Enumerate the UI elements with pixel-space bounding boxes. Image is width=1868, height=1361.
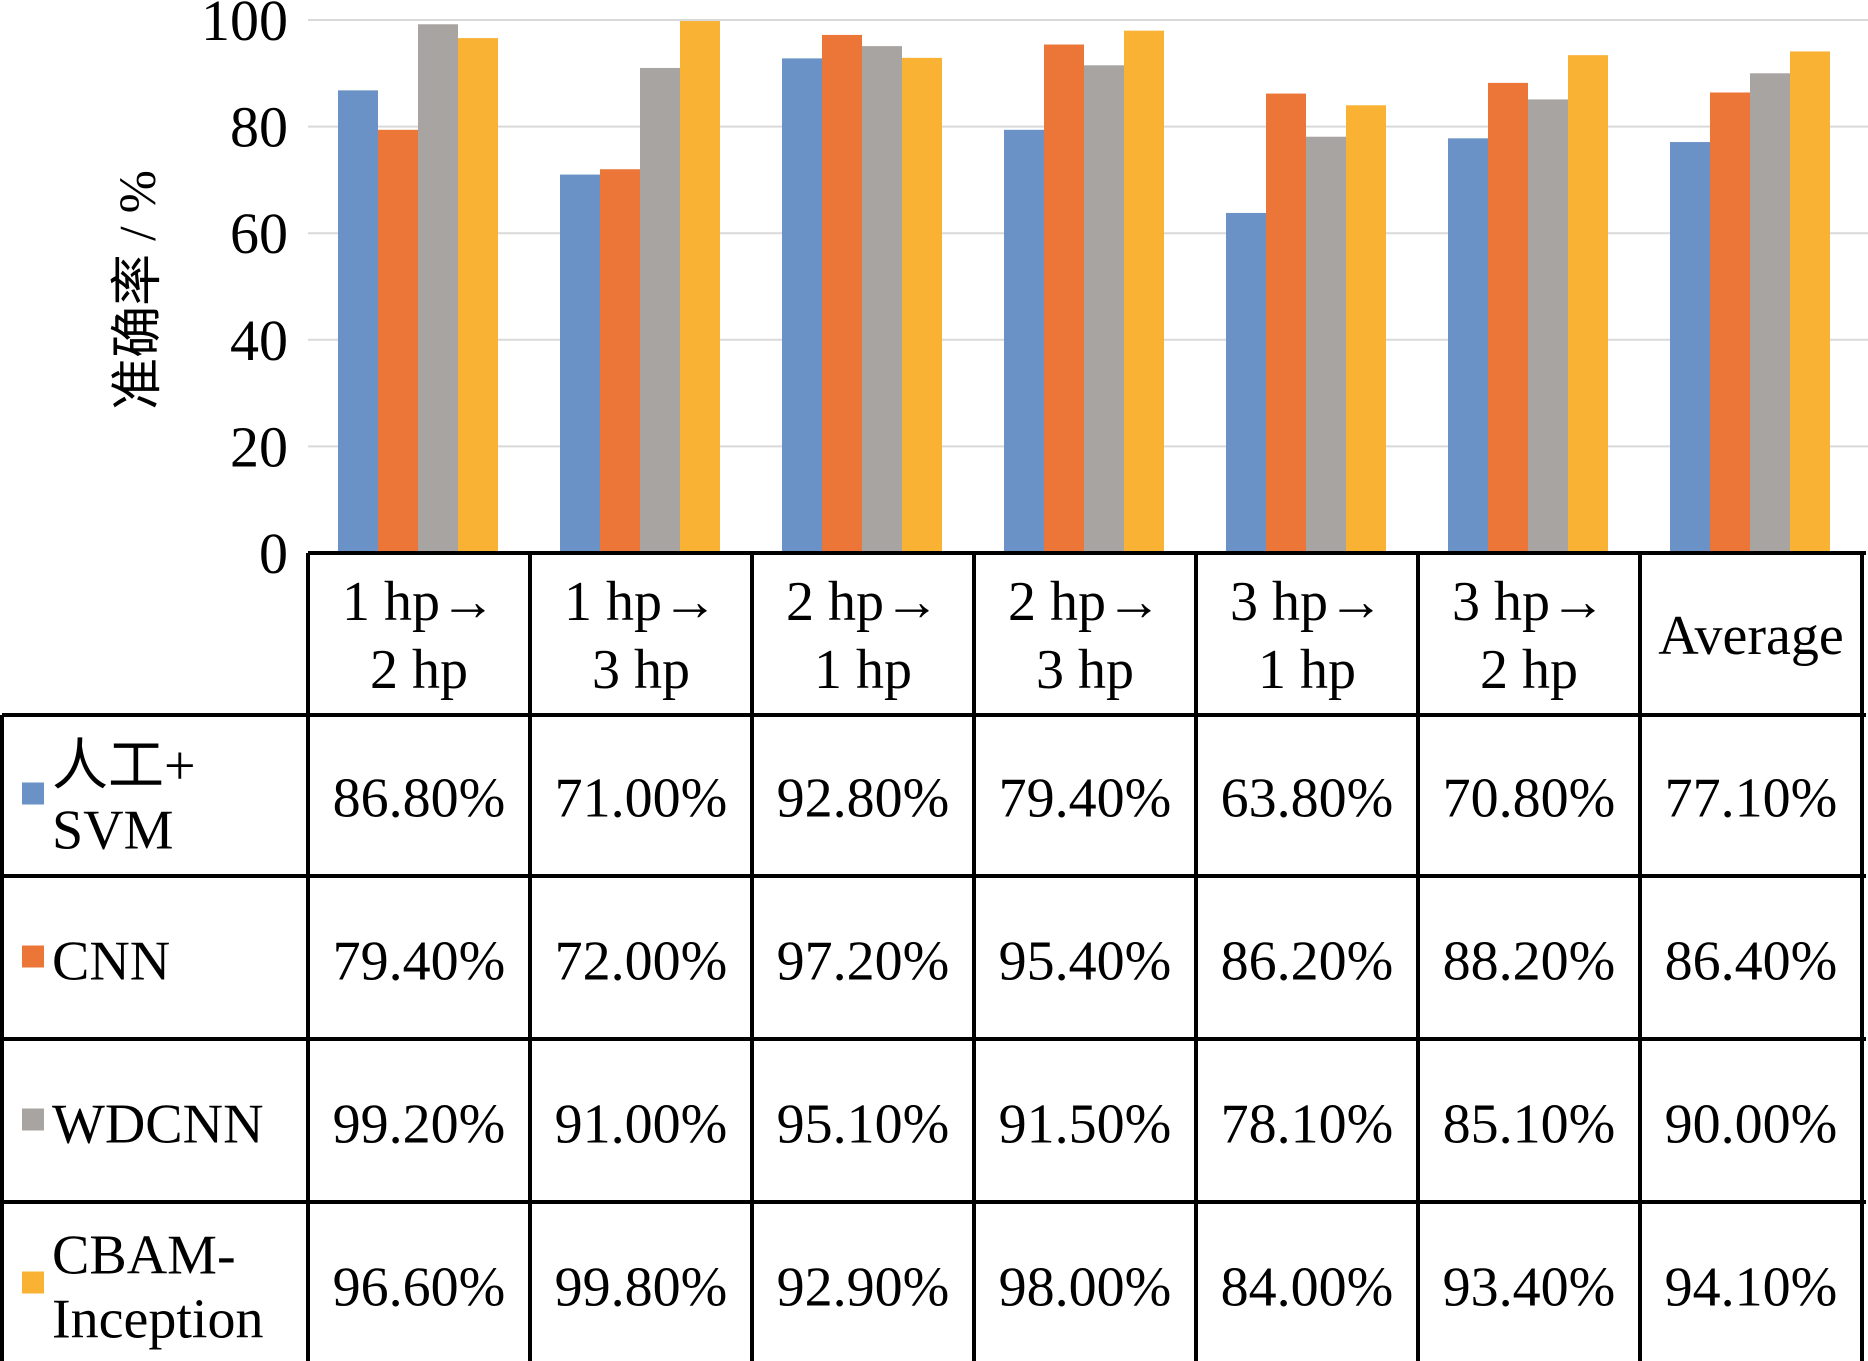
bar (1790, 51, 1830, 554)
table-cell-value: 88.20% (1443, 931, 1616, 993)
category-label: 2 hp→ (786, 571, 940, 633)
category-label: 1 hp→ (564, 571, 718, 633)
category-label: 3 hp (592, 639, 690, 701)
table-cell-value: 96.60% (333, 1257, 506, 1319)
bar (458, 38, 498, 553)
bar (1306, 136, 1346, 554)
bar (418, 24, 458, 554)
category-label: 1 hp→ (342, 571, 496, 633)
category-label: 1 hp (1258, 639, 1356, 701)
bar (1266, 93, 1306, 553)
table-cell-value: 86.20% (1221, 931, 1394, 993)
table-cell-value: 91.50% (999, 1094, 1172, 1156)
table-cell-value: 93.40% (1443, 1257, 1616, 1319)
category-label: 3 hp→ (1452, 571, 1606, 633)
series-label: 人工+ (52, 736, 196, 798)
y-tick-label: 0 (259, 521, 288, 586)
table-cell-value: 95.10% (777, 1094, 950, 1156)
bar (1084, 65, 1124, 554)
series-label: WDCNN (52, 1094, 264, 1156)
bar (862, 46, 902, 553)
data-table: 1 hp→2 hp1 hp→3 hp2 hp→1 hp2 hp→3 hp3 hp… (0, 551, 1866, 1361)
y-axis-label: 准确率 / % (110, 170, 167, 410)
table-cell-value: 97.20% (777, 931, 950, 993)
category-label: 2 hp (370, 639, 468, 701)
bar (378, 129, 418, 553)
bar (680, 21, 720, 554)
table-cell-value: 99.80% (555, 1257, 728, 1319)
table-cell-value: 94.10% (1665, 1257, 1838, 1319)
table-cell-value: 79.40% (999, 768, 1172, 830)
bar (1346, 105, 1386, 553)
table-cell-value: 63.80% (1221, 768, 1394, 830)
bar (1226, 212, 1266, 554)
table-cell-value: 92.80% (777, 768, 950, 830)
bar (1750, 73, 1790, 554)
bar (1488, 82, 1528, 554)
y-axis-ticks: 0 20 40 60 80 100 (201, 0, 288, 586)
legend-swatch (22, 945, 44, 968)
table-cell-value: 72.00% (555, 931, 728, 993)
category-label: 2 hp→ (1008, 571, 1162, 633)
table-cell-value: 77.10% (1665, 768, 1838, 830)
legend-swatch (22, 782, 44, 805)
category-label: 1 hp (814, 639, 912, 701)
bar (560, 174, 600, 553)
bar (600, 169, 640, 554)
bar (1044, 44, 1084, 553)
y-tick-label: 80 (230, 95, 288, 160)
bar (1568, 55, 1608, 553)
table-cell-value: 70.80% (1443, 768, 1616, 830)
table-cell-value: 86.40% (1665, 931, 1838, 993)
bar (1004, 129, 1044, 553)
table-cell-value: 71.00% (555, 768, 728, 830)
bar (1448, 138, 1488, 554)
series-label: CBAM- (52, 1225, 236, 1287)
bar (338, 90, 378, 553)
y-tick-label: 60 (230, 201, 288, 266)
legend-swatch (22, 1271, 44, 1294)
table-cell-value: 79.40% (333, 931, 506, 993)
table-cell-value: 95.40% (999, 931, 1172, 993)
table-cell-value: 84.00% (1221, 1257, 1394, 1319)
table-cell-value: 91.00% (555, 1094, 728, 1156)
table-cell-value: 90.00% (1665, 1094, 1838, 1156)
bar (640, 67, 680, 553)
bar (782, 58, 822, 553)
bar (1670, 142, 1710, 553)
table-cell-value: 85.10% (1443, 1094, 1616, 1156)
series-label: Inception (52, 1289, 263, 1351)
bar (1124, 30, 1164, 554)
y-tick-label: 20 (230, 414, 288, 479)
table-cell-value: 99.20% (333, 1094, 506, 1156)
table-cell-value: 78.10% (1221, 1094, 1394, 1156)
category-label: 3 hp (1036, 639, 1134, 701)
table-cell-value: 92.90% (777, 1257, 950, 1319)
y-tick-label: 100 (201, 0, 288, 53)
bar (1528, 99, 1568, 554)
bar (902, 57, 942, 554)
bars (338, 21, 1830, 554)
category-label: Average (1658, 605, 1844, 667)
bar (1710, 92, 1750, 553)
category-label: 2 hp (1480, 639, 1578, 701)
y-tick-label: 40 (230, 308, 288, 373)
bar (822, 34, 862, 553)
category-label: 3 hp→ (1230, 571, 1384, 633)
table-cell-value: 98.00% (999, 1257, 1172, 1319)
series-label: SVM (52, 800, 173, 862)
legend-swatch (22, 1108, 44, 1131)
table-cell-value: 86.80% (333, 768, 506, 830)
series-label: CNN (52, 931, 170, 993)
